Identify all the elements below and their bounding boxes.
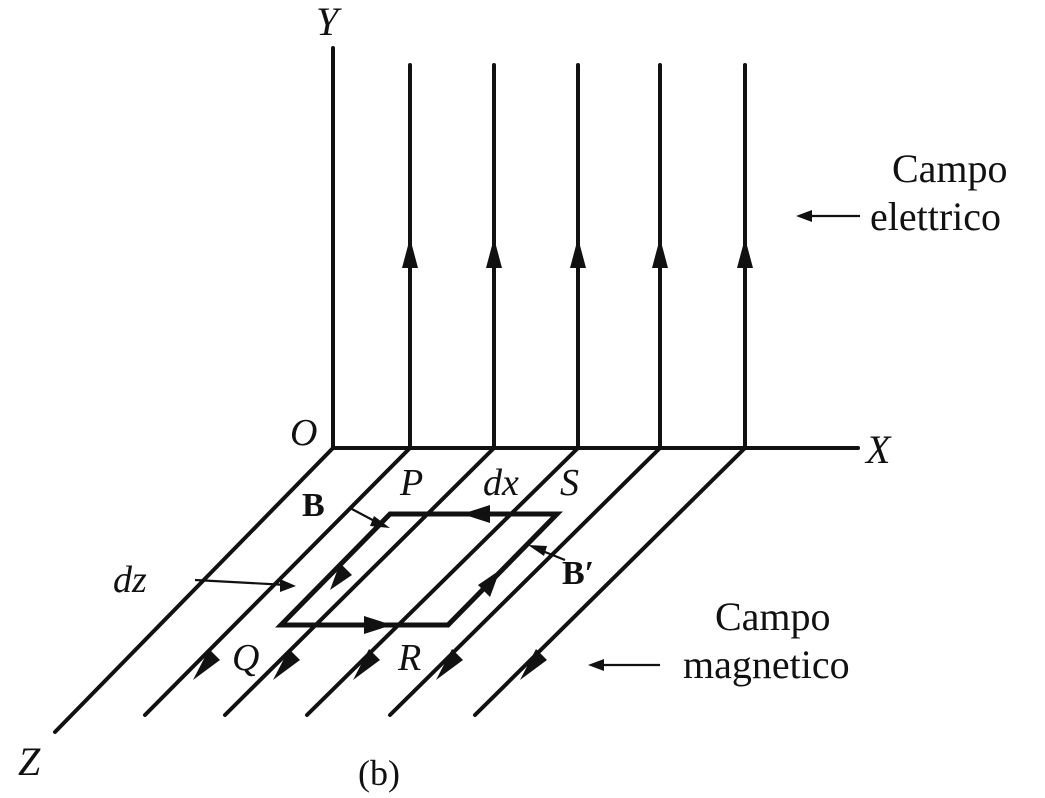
down-left-arrow-icon — [436, 649, 463, 680]
point-p-label: P — [399, 462, 423, 504]
down-left-arrow-icon — [273, 649, 300, 680]
b-right-label: B′ — [562, 555, 594, 592]
y-axis-label: Y — [316, 0, 342, 44]
origin-label: O — [290, 412, 317, 454]
magnetic-field-line — [223, 446, 496, 717]
magnetic-field-line — [473, 446, 747, 717]
up-arrow-icon — [652, 238, 668, 268]
down-left-arrow-icon — [353, 649, 380, 680]
down-left-arrow-icon — [520, 649, 547, 680]
up-arrow-icon — [737, 238, 753, 268]
figure-caption: (b) — [358, 753, 400, 793]
magnetic-field-line — [143, 446, 412, 717]
right-arrow-icon — [364, 616, 392, 634]
left-arrow-icon — [462, 505, 490, 523]
electric-field-label-line1: Campo — [892, 146, 1008, 191]
dz-pointer — [194, 578, 288, 587]
magnetic-field-lines — [143, 446, 747, 717]
up-right-arrow-icon — [478, 570, 500, 597]
z-axis-label: Z — [18, 739, 41, 784]
dx-label: dx — [483, 462, 519, 504]
pointer-arrow-icon — [528, 545, 547, 556]
point-r-label: R — [397, 637, 421, 679]
magnetic-field-label-line1: Campo — [715, 594, 831, 639]
magnetic-field-line — [305, 446, 580, 717]
b-left-label: B — [302, 487, 325, 524]
electric-field-label-line2: elettrico — [870, 194, 1001, 239]
z-axis — [53, 446, 335, 734]
pointer-arrow-icon — [370, 516, 390, 528]
point-q-label: Q — [232, 637, 259, 679]
pointer-arrow-icon — [280, 579, 296, 592]
up-arrow-icon — [570, 238, 586, 268]
integration-loop — [275, 505, 563, 634]
down-left-arrow-icon — [193, 649, 220, 680]
electric-field-lines — [402, 63, 753, 450]
left-arrow-icon — [588, 659, 604, 671]
down-left-arrow-icon — [330, 563, 352, 590]
magnetic-field-line — [388, 446, 662, 717]
point-s-label: S — [560, 462, 579, 504]
dz-label: dz — [113, 559, 147, 601]
up-arrow-icon — [402, 238, 418, 268]
magnetic-field-label-line2: magnetico — [683, 642, 850, 687]
left-arrow-icon — [796, 210, 812, 222]
up-arrow-icon — [486, 238, 502, 268]
x-axis-label: X — [864, 427, 892, 472]
loop-rectangle — [275, 511, 563, 628]
